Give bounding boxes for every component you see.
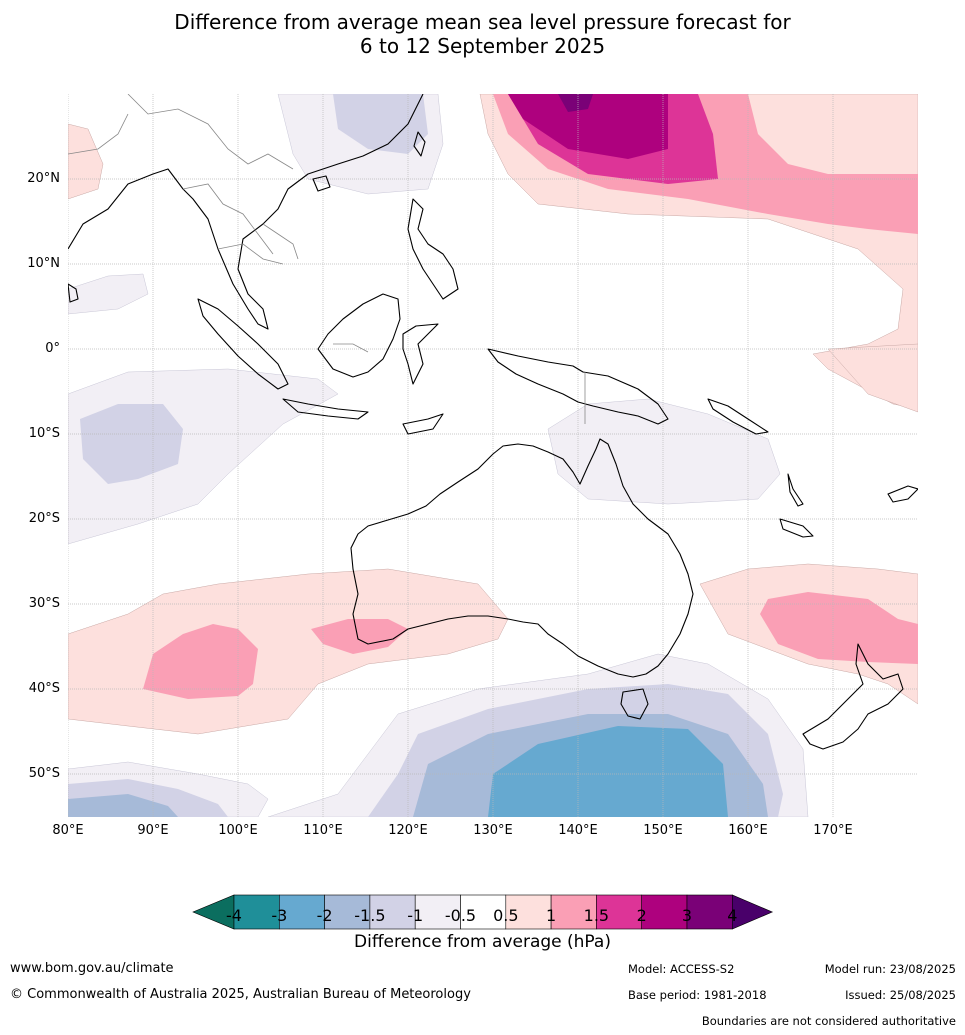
- timor-coastline: [402, 413, 444, 435]
- footer-copyright: © Commonwealth of Australia 2025, Austra…: [10, 987, 471, 1002]
- positive-anomaly-south-indian-core: [143, 624, 258, 699]
- colorbar-cell: [596, 894, 642, 930]
- graticule: [68, 94, 918, 817]
- vanuatu-coastline: [787, 473, 804, 507]
- lat-label-30s: 30°S: [28, 596, 60, 611]
- positive-anomaly-east: [827, 343, 918, 413]
- negative-anomaly-indian-ocean-core: [80, 404, 183, 484]
- negative-anomaly-southwest-2: [68, 794, 178, 817]
- footer-base-period: Base period: 1981-2018: [628, 988, 767, 1002]
- lat-label-20s: 20°S: [28, 511, 60, 526]
- positive-anomaly-bight-core: [311, 619, 408, 654]
- colorbar-cell: [641, 894, 688, 930]
- positive-anomaly-nw-pacific-3: [558, 94, 593, 112]
- lat-label-10n: 10°N: [27, 256, 60, 271]
- positive-anomaly-far-west: [68, 123, 104, 200]
- anomaly-contours: [68, 94, 918, 817]
- colorbar-cells: [192, 894, 774, 930]
- pressure-anomaly-map: [68, 94, 918, 817]
- colorbar-tick-label: 2: [636, 906, 647, 925]
- sri-lanka-coastline: [68, 283, 79, 303]
- solomon-islands-coastline: [707, 398, 769, 435]
- lat-label-10s: 10°S: [28, 426, 60, 441]
- lon-label-170e: 170°E: [813, 823, 853, 838]
- colorbar-tick-label: 1.5: [583, 906, 610, 925]
- australia-coastline: [350, 438, 694, 678]
- new-caledonia-coastline: [779, 518, 814, 538]
- footer-website[interactable]: www.bom.gov.au/climate: [10, 961, 174, 976]
- colorbar-tick-label: 3: [681, 906, 693, 925]
- colorbar-cell: [324, 894, 371, 930]
- colorbar-tick-label: -2: [316, 906, 333, 925]
- negative-anomaly-tropical-west: [68, 273, 149, 315]
- lon-label-80e: 80°E: [52, 823, 84, 838]
- lon-label-160e: 160°E: [728, 823, 768, 838]
- philippines-coastline: [407, 198, 459, 300]
- map-canvas: [68, 94, 918, 817]
- colorbar-cell: [279, 894, 325, 930]
- negative-anomaly-east-asia-core: [333, 94, 428, 154]
- lon-label-100e: 100°E: [218, 823, 258, 838]
- colorbar-cell: [233, 894, 280, 930]
- hainan-coastline: [312, 175, 331, 192]
- footer-model: Model: ACCESS-S2: [628, 962, 735, 976]
- title-line-1: Difference from average mean sea level p…: [174, 10, 791, 34]
- lon-label-150e: 150°E: [643, 823, 683, 838]
- colorbar-extend-max: [731, 894, 774, 930]
- map-title: Difference from average mean sea level p…: [0, 10, 965, 58]
- colorbar-tick-label: -4: [226, 906, 242, 925]
- new-guinea-coastline: [487, 348, 669, 425]
- footer-issued: Issued: 25/08/2025: [845, 988, 956, 1002]
- lat-label-40s: 40°S: [28, 681, 60, 696]
- colorbar-cell: [460, 894, 507, 930]
- taiwan-coastline: [413, 131, 426, 157]
- sulawesi-coastline: [402, 323, 439, 385]
- lat-label-20n: 20°N: [27, 171, 60, 186]
- negative-anomaly-southern-ocean-3: [488, 726, 728, 817]
- colorbar-tick-label: -1: [407, 906, 424, 925]
- colorbar-cell: [550, 894, 597, 930]
- coastlines: [68, 94, 918, 750]
- colorbar-cell: [686, 894, 733, 930]
- negative-anomaly-coral-sea: [547, 398, 781, 505]
- title-line-2: 6 to 12 September 2025: [359, 34, 606, 58]
- java-coastline: [282, 398, 369, 420]
- colorbar-cell: [369, 894, 416, 930]
- colorbar-tick-label: -3: [271, 906, 288, 925]
- country-borders: [68, 94, 586, 424]
- asia-mainland-coastline: [68, 94, 424, 330]
- borneo-coastline: [317, 293, 401, 378]
- lat-label-50s: 50°S: [28, 766, 60, 781]
- lat-label-0: 0°: [45, 341, 60, 356]
- colorbar: [192, 894, 774, 930]
- tasmania-coastline: [620, 688, 649, 720]
- footer-model-run: Model run: 23/08/2025: [824, 962, 956, 976]
- colorbar-cell: [414, 894, 461, 930]
- positive-anomaly-nw-pacific-2: [508, 94, 668, 159]
- colorbar-tick-label: 0.5: [493, 906, 519, 925]
- fiji-coastline: [887, 485, 918, 503]
- lon-label-140e: 140°E: [558, 823, 598, 838]
- positive-anomaly-tasman-core: [760, 592, 918, 664]
- colorbar-tick-label: -0.5: [444, 906, 477, 925]
- colorbar-tick-label: 1: [546, 906, 557, 925]
- sumatra-coastline: [197, 298, 289, 390]
- colorbar-label: Difference from average (hPa): [354, 932, 611, 952]
- new-zealand-coastline: [802, 643, 904, 750]
- colorbar-cell: [505, 894, 552, 930]
- footer-disclaimer: Boundaries are not considered authoritat…: [701, 1014, 956, 1028]
- lon-label-110e: 110°E: [303, 823, 343, 838]
- colorbar-tick-label: -1.5: [354, 906, 386, 925]
- lon-label-130e: 130°E: [473, 823, 513, 838]
- lon-label-120e: 120°E: [388, 823, 428, 838]
- colorbar-tick-label: 4: [727, 906, 738, 925]
- lon-label-90e: 90°E: [137, 823, 169, 838]
